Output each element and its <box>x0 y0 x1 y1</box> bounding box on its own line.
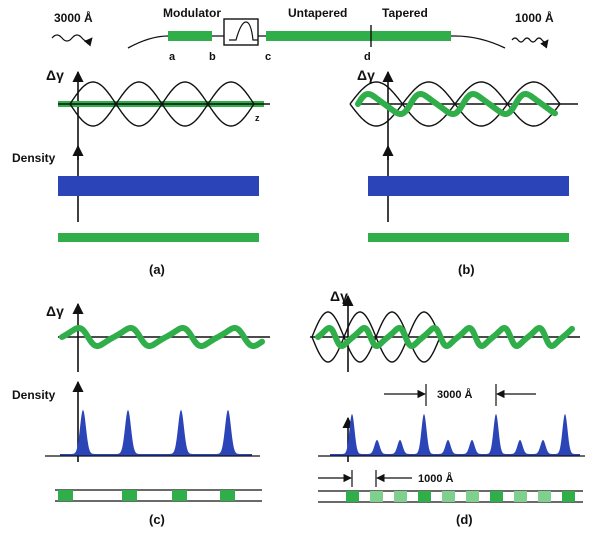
microbunch <box>58 490 73 501</box>
microbunch <box>562 491 575 502</box>
radiator-undulator <box>266 31 451 41</box>
tapered-label: Tapered <box>382 6 428 20</box>
panel-b-y-axis-label: Δγ <box>357 67 375 83</box>
modulator-undulator <box>168 31 212 41</box>
panel-b-label: (b) <box>458 262 475 277</box>
panel-a-y-axis-label: Δγ <box>46 67 64 83</box>
microbunch <box>418 491 431 502</box>
panel-a-density-label: Density <box>12 151 56 165</box>
panel-d-3000-label: 3000 Å <box>437 388 473 401</box>
microbunch <box>514 491 527 502</box>
panel-d-phase-envelope-lower <box>311 335 441 363</box>
microbunch <box>370 491 383 502</box>
microbunch <box>538 491 551 502</box>
panel-b: Δγ (b) <box>349 67 578 277</box>
output-wavelength-label: 1000 Å <box>515 10 554 25</box>
panel-d-microbunch-train <box>346 491 575 502</box>
dispersive-section-icon <box>229 21 258 41</box>
dispersive-section <box>223 18 259 46</box>
microbunch <box>490 491 503 502</box>
panel-a-z-axis-label: z <box>255 113 260 123</box>
panel-a-uniform-beam <box>58 233 259 242</box>
panel-a: Δγ z Density (a) <box>12 67 270 277</box>
microbunch <box>466 491 479 502</box>
panel-a-label: (a) <box>149 262 165 277</box>
panel-c-y-axis-label: Δγ <box>46 303 64 319</box>
panel-d-label: (d) <box>456 512 473 527</box>
panel-d-bunched-density <box>330 414 580 456</box>
microbunch <box>442 491 455 502</box>
panel-d-y-axis-label: Δγ <box>330 288 348 304</box>
point-c-label: c <box>265 51 271 63</box>
microbunch <box>346 491 359 502</box>
point-d-label: d <box>364 51 371 63</box>
microbunch <box>122 490 137 501</box>
modulator-label: Modulator <box>163 6 221 20</box>
panel-b-uniform-beam <box>368 233 569 242</box>
input-wave-icon <box>51 34 93 47</box>
panel-c-density-label: Density <box>12 388 56 402</box>
panel-a-phase-envelope-upper <box>69 81 255 106</box>
panel-c-energy-modulation <box>59 325 265 349</box>
panel-d-energy-modulation <box>315 325 575 349</box>
panel-b-uniform-density <box>368 176 569 196</box>
input-wavelength-label: 3000 Å <box>54 10 93 25</box>
panel-d: Δγ 3000 Å 1000 Å (d) <box>310 288 585 527</box>
output-wave-icon <box>511 37 549 49</box>
panel-a-phase-envelope-lower <box>69 102 255 127</box>
panel-c: Δγ Density (c) <box>12 302 270 527</box>
panel-c-bunched-density <box>60 410 252 456</box>
panel-a-uniform-density <box>58 176 259 196</box>
microbunch <box>220 490 235 501</box>
panel-b-energy-modulation <box>355 91 558 117</box>
panel-b-phase-envelope-lower <box>349 102 561 127</box>
undulator-schematic: 3000 Å Modulator Untapered Tapered a b c… <box>51 6 554 63</box>
point-a-label: a <box>169 51 176 63</box>
microbunch <box>172 490 187 501</box>
point-b-label: b <box>209 51 216 63</box>
panel-c-microbunch-train <box>58 490 235 501</box>
untapered-label: Untapered <box>288 6 347 20</box>
panel-d-1000-label: 1000 Å <box>418 472 454 485</box>
microbunch <box>394 491 407 502</box>
panel-c-label: (c) <box>149 512 165 527</box>
